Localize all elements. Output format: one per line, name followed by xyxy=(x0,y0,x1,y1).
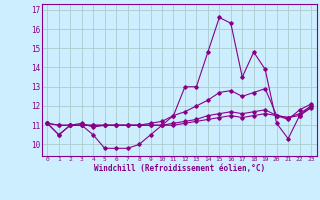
X-axis label: Windchill (Refroidissement éolien,°C): Windchill (Refroidissement éolien,°C) xyxy=(94,164,265,173)
